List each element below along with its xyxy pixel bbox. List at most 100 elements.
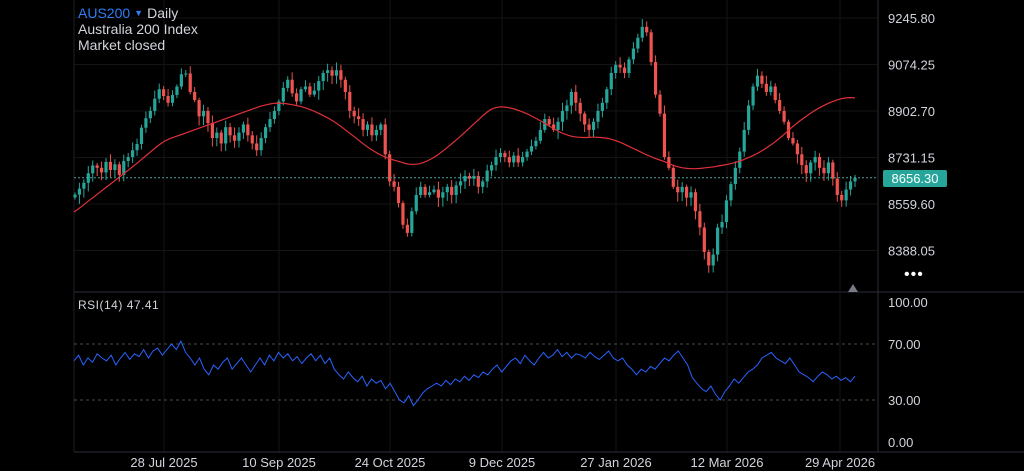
candle-body	[578, 102, 582, 114]
candle-body	[707, 251, 711, 266]
candle-body	[104, 161, 108, 173]
candle-body	[162, 89, 166, 97]
candle-body	[747, 105, 751, 130]
candle-body	[193, 91, 197, 101]
candle-body	[157, 89, 161, 99]
candle-body	[343, 79, 347, 92]
candle-body	[481, 181, 485, 187]
candle-body	[99, 167, 104, 173]
y-tick-label: 9074.25	[888, 57, 935, 72]
candle-body	[560, 110, 565, 122]
x-tick-label: 27 Jan 2026	[580, 455, 652, 470]
candle-body	[729, 184, 733, 201]
candle-body	[720, 222, 724, 228]
candle-body	[148, 110, 152, 119]
candle-body	[569, 91, 573, 106]
candle-body	[286, 79, 290, 88]
rsi-y-tick-label: 30.00	[888, 393, 921, 408]
candle-body	[224, 127, 228, 144]
candle-body	[219, 132, 223, 144]
candle-body	[844, 189, 848, 201]
candle-body	[410, 211, 414, 233]
candle-body	[117, 164, 121, 175]
y-tick-label: 9245.80	[888, 11, 935, 26]
candle-body	[791, 138, 795, 144]
candle-body	[614, 64, 618, 73]
y-tick-label: 8731.15	[888, 150, 935, 165]
candle-body	[263, 127, 268, 139]
chevron-down-icon[interactable]: ▼	[134, 8, 144, 18]
candle-body	[321, 72, 325, 82]
candle-body	[800, 154, 804, 166]
candle-body	[507, 156, 511, 163]
rsi-legend: RSI(14) 47.41	[78, 298, 159, 312]
candle-body	[547, 119, 551, 125]
x-tick-label: 24 Oct 2025	[355, 455, 426, 470]
rsi-line	[73, 340, 856, 407]
more-dots-icon[interactable]: •••	[904, 266, 924, 283]
candle-body	[636, 37, 640, 49]
candle-body	[649, 32, 653, 63]
candle-body	[108, 161, 113, 171]
candle-body	[831, 162, 835, 179]
candle-body	[498, 152, 503, 157]
candle-body	[259, 138, 263, 151]
candle-body	[640, 26, 644, 38]
candle-body	[662, 113, 667, 157]
candle-body	[450, 186, 454, 195]
timeframe-label[interactable]: Daily	[147, 4, 179, 21]
candle-body	[773, 86, 777, 101]
candle-body	[237, 132, 241, 141]
candle-body	[388, 154, 392, 182]
y-tick-label: 8559.60	[888, 197, 935, 212]
candle-body	[334, 70, 339, 76]
moving-average-line	[73, 96, 856, 213]
candle-body	[396, 186, 401, 204]
candle-body	[809, 162, 813, 174]
candle-body	[764, 83, 768, 92]
candle-body	[755, 75, 760, 87]
candle-body	[441, 192, 445, 198]
candle-body	[489, 165, 494, 171]
candle-body	[835, 178, 839, 195]
candle-body	[281, 87, 285, 102]
candle-body	[445, 186, 449, 193]
candle-body	[423, 186, 427, 195]
candle-body	[463, 175, 467, 182]
candle-body	[392, 181, 396, 187]
candle-body	[170, 94, 175, 103]
candle-body	[153, 98, 157, 111]
candle-body	[312, 90, 316, 95]
candle-body	[215, 132, 219, 139]
candle-body	[73, 194, 77, 198]
candle-body	[255, 143, 259, 151]
candle-body	[583, 113, 587, 125]
candle-body	[131, 150, 135, 157]
candle-body	[352, 110, 356, 117]
x-tick-label: 9 Dec 2025	[469, 455, 536, 470]
candle-body	[813, 156, 817, 163]
candle-body	[144, 118, 148, 128]
candle-body	[184, 73, 188, 75]
candle-body	[738, 151, 742, 168]
candle-body	[512, 155, 516, 163]
y-tick-label: 8902.70	[888, 104, 935, 119]
candle-body	[600, 102, 604, 111]
candle-body	[179, 74, 183, 87]
candle-body	[645, 26, 649, 33]
candle-body	[357, 116, 361, 120]
candle-body	[622, 67, 627, 73]
candle-body	[436, 189, 441, 198]
candle-body	[122, 161, 126, 175]
candle-body	[795, 143, 799, 155]
rsi-y-tick-label: 0.00	[888, 435, 913, 450]
candle-body	[534, 140, 538, 147]
candle-body	[250, 135, 254, 144]
candle-body	[711, 254, 715, 266]
candle-body	[339, 70, 343, 80]
x-tick-label: 10 Sep 2025	[242, 455, 316, 470]
candle-body	[693, 192, 698, 212]
symbol-selector[interactable]: AUS200	[78, 4, 131, 21]
candle-body	[370, 124, 374, 136]
